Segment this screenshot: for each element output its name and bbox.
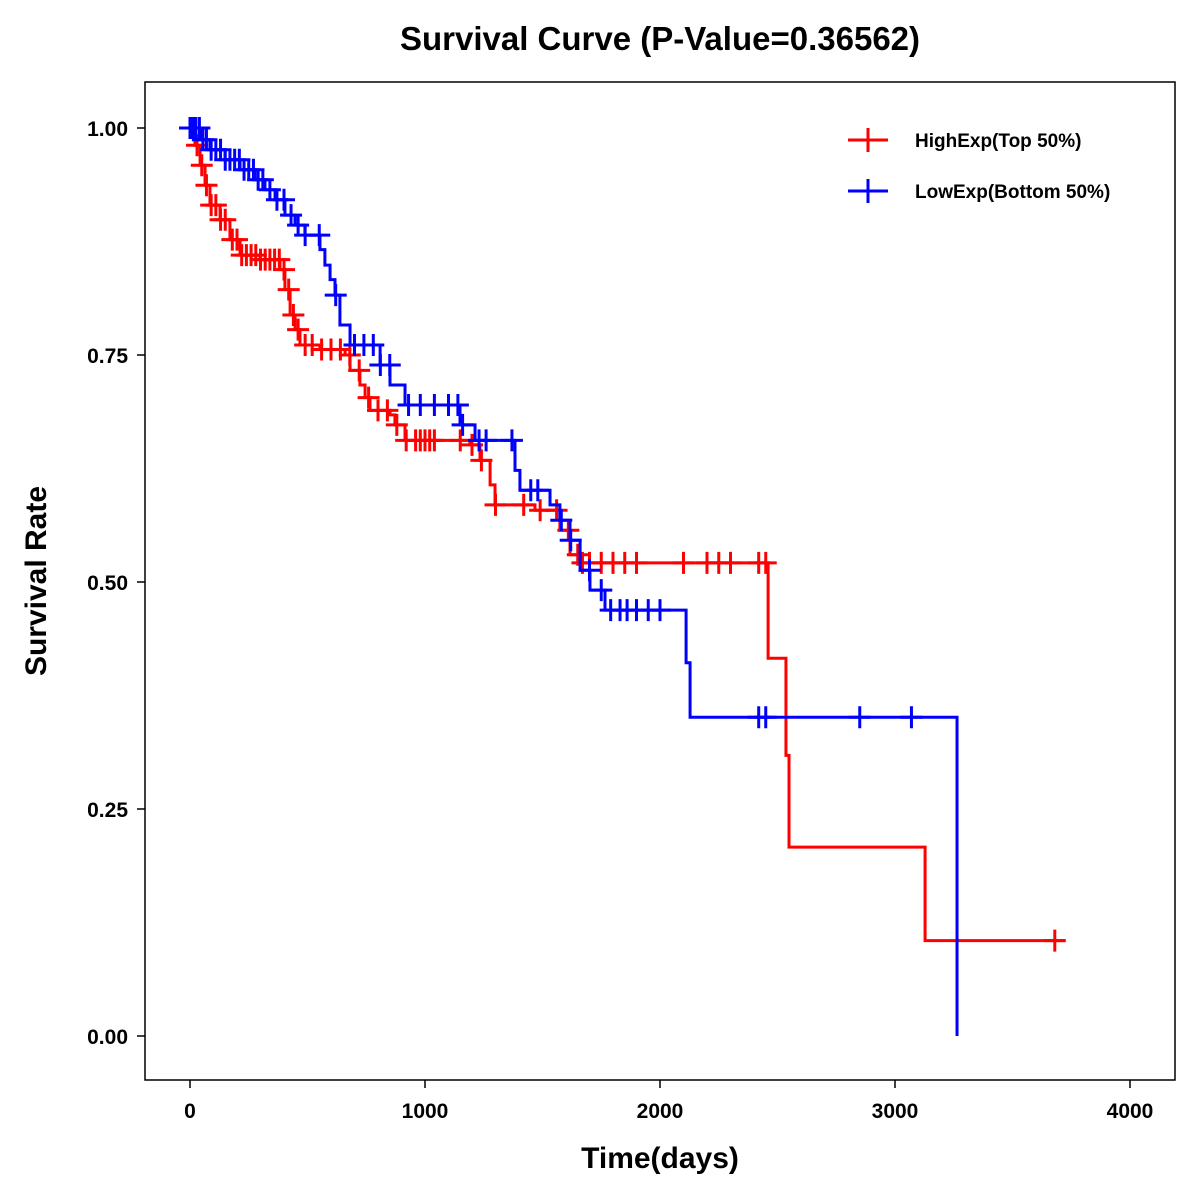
- censor-mark-high: [348, 359, 371, 382]
- censor-mark-high: [449, 429, 472, 452]
- legend-label-high: HighExp(Top 50%): [915, 131, 1081, 152]
- censor-mark-low: [590, 579, 613, 602]
- y-tick-label: 0.00: [87, 1026, 128, 1049]
- x-tick-label: 3000: [872, 1100, 919, 1123]
- censor-mark-low: [228, 148, 251, 171]
- censor-mark-low: [578, 559, 601, 582]
- x-tick-label: 2000: [637, 1100, 684, 1123]
- censor-mark-low: [526, 479, 549, 502]
- censor-mark-low: [324, 284, 347, 307]
- censor-mark-high: [338, 344, 361, 366]
- censor-mark-low: [649, 599, 671, 622]
- censor-mark-low: [475, 429, 498, 452]
- censor-mark-high: [672, 551, 695, 574]
- censor-mark-high: [268, 248, 291, 271]
- censor-mark-high: [214, 208, 237, 231]
- censor-mark-high: [204, 194, 227, 217]
- censor-mark-high: [754, 551, 777, 574]
- censor-mark-high: [512, 493, 535, 516]
- censor-mark-high: [277, 278, 300, 301]
- legend-label-low: LowExp(Bottom 50%): [915, 182, 1110, 203]
- censor-mark-low: [550, 509, 573, 532]
- censor-mark-low: [900, 706, 923, 729]
- censor-mark-high: [719, 551, 742, 574]
- censor-mark-high: [470, 449, 493, 472]
- censor-mark-high: [282, 304, 305, 327]
- censor-mark-low: [195, 128, 218, 151]
- censor-mark-high: [301, 334, 324, 357]
- censor-mark-low: [209, 138, 232, 161]
- x-tick-label: 0: [184, 1100, 196, 1123]
- censor-mark-low: [559, 529, 582, 552]
- legend-marker-high: [848, 128, 888, 152]
- censor-mark-high: [357, 386, 380, 409]
- censor-mark-high: [287, 318, 310, 341]
- censor-mark-low: [378, 353, 401, 376]
- censor-mark-high: [329, 338, 352, 361]
- legend-marker-low: [848, 179, 888, 203]
- censor-mark-low: [446, 393, 469, 416]
- censor-mark-low: [308, 224, 331, 247]
- censor-mark-low: [188, 117, 211, 139]
- x-axis-label: Time(days): [581, 1142, 739, 1175]
- censor-mark-high: [484, 493, 507, 516]
- censor-mark-low: [451, 413, 474, 436]
- censor-mark-high: [244, 244, 267, 267]
- censor-mark-low: [362, 334, 385, 357]
- censor-mark-high: [190, 154, 213, 177]
- censor-mark-low: [242, 158, 265, 181]
- censor-mark-high: [625, 551, 648, 574]
- x-tick-label: 1000: [402, 1100, 449, 1123]
- censor-mark-low: [500, 429, 523, 452]
- censor-mark-high: [385, 413, 408, 436]
- censor-mark-high: [195, 174, 218, 197]
- censor-mark-high: [376, 399, 399, 422]
- y-tick-label: 0.25: [87, 799, 128, 822]
- censor-mark-high: [226, 228, 248, 251]
- censor-mark-high: [545, 499, 568, 522]
- censor-mark-low: [848, 706, 871, 729]
- y-axis-label: Survival Rate: [20, 486, 53, 676]
- y-tick-label: 1.00: [87, 118, 128, 141]
- x-tick-label: 4000: [1107, 1100, 1154, 1123]
- censor-mark-low: [273, 188, 295, 211]
- censor-mark-low: [754, 706, 777, 729]
- censor-mark-high: [423, 429, 446, 452]
- censor-mark-high: [273, 258, 295, 281]
- censor-mark-high: [1043, 929, 1066, 952]
- survival-curve-low: [190, 126, 959, 1036]
- y-tick-label: 0.75: [87, 345, 128, 368]
- y-tick-label: 0.50: [87, 572, 128, 595]
- chart-title: Survival Curve (P-Value=0.36562): [400, 20, 920, 57]
